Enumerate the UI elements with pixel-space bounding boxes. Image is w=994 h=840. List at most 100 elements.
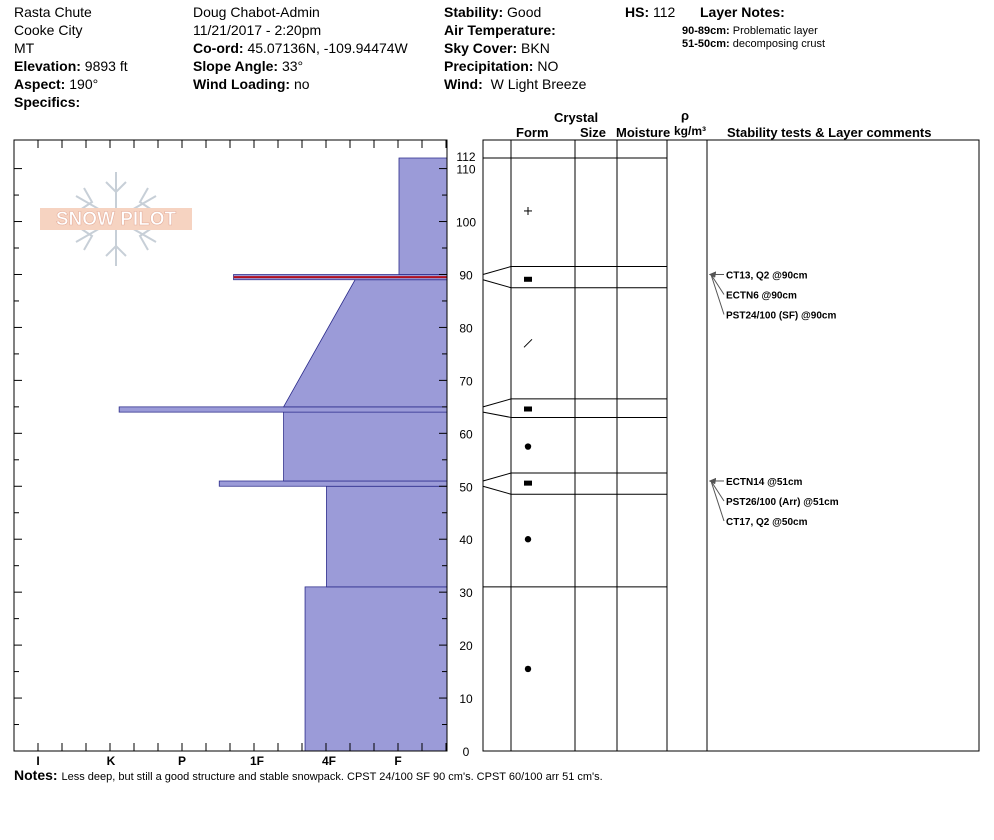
hardness-tick-label: 1F (250, 754, 264, 768)
moisture-header: Moisture (616, 125, 671, 140)
decomposing-fragment-icon (523, 338, 533, 348)
hs-label: HS: (625, 4, 650, 20)
table-border (482, 139, 980, 752)
elevation-label: Elevation: (14, 58, 81, 74)
air-temperature-label: Air Temperature: (444, 22, 556, 38)
stability-comments-header: Stability tests & Layer comments (727, 125, 932, 140)
hardness-layer (398, 157, 448, 275)
melt-freeze-crust-icon (524, 276, 532, 282)
melt-freeze-crust-icon (524, 480, 532, 486)
location: Rasta Chute (14, 4, 92, 20)
rounded-grain-icon (524, 443, 532, 450)
depth-tick-label: 100 (456, 216, 476, 230)
slope-label: Slope Angle: (193, 58, 279, 74)
wind-loading-value: no (293, 76, 310, 92)
hardness-layer (218, 480, 448, 487)
slope-angle: Slope Angle: 33° (193, 58, 303, 74)
depth-tick-label: 30 (459, 586, 473, 600)
snowpilot-logo: SNOW PILOT (40, 172, 192, 266)
layer-connector (482, 411, 512, 418)
layer-notes-label: Layer Notes: (700, 4, 785, 20)
stability-test-label: ECTN6 @90cm (726, 290, 797, 301)
layer-connector (482, 266, 512, 275)
layer-note-range: 51-50cm: (682, 38, 730, 50)
precip-label: Precipitation: (444, 58, 534, 74)
hardness-layer (283, 411, 448, 482)
hardness-tick-label: F (394, 754, 401, 768)
notes-text: Less deep, but still a good structure an… (61, 771, 603, 783)
layer-note-text: decomposing crust (732, 38, 826, 50)
aspect-label: Aspect: (14, 76, 66, 92)
hardness-tick-label: K (107, 754, 116, 768)
hardness-layer (118, 406, 448, 413)
coord-label: Co-ord: (193, 40, 244, 56)
test-arrow (710, 480, 725, 502)
layer-connector (482, 279, 512, 289)
rho-header: ρ (681, 108, 690, 123)
layer-note-text: Problematic layer (732, 25, 818, 37)
hardness-tick-label: I (36, 754, 39, 768)
arrow-head-icon (709, 271, 716, 278)
city: Cooke City (14, 22, 83, 38)
hs: HS: 112 (625, 4, 675, 20)
wind-label: Wind: (444, 76, 483, 92)
notes: Notes: Less deep, but still a good struc… (14, 767, 603, 785)
stability-test-label: PST26/100 (Arr) @51cm (726, 497, 839, 508)
sky-cover-value: BKN (521, 40, 550, 56)
slope-value: 33° (281, 58, 304, 74)
depth-tick-label: 90 (459, 268, 473, 282)
layer-note-2: 51-50cm: decomposing crust (682, 38, 825, 51)
depth-top-label: 112 (456, 150, 475, 164)
depth-tick-label: 110 (456, 163, 475, 177)
hs-value: 112 (653, 4, 676, 20)
arrow-head-icon (709, 477, 716, 484)
layer-connector (482, 398, 512, 408)
hardness-axis: I K P 1F 4F F (36, 754, 401, 768)
test-arrow (710, 274, 725, 315)
logo-band (40, 208, 192, 230)
hardness-layer (304, 586, 448, 752)
layer-table (482, 139, 980, 752)
logo-text: SNOW PILOT (56, 209, 177, 230)
depth-tick-label: 70 (459, 374, 473, 388)
wind-loading: Wind Loading: no (193, 76, 310, 92)
depth-tick-label: 40 (459, 533, 473, 547)
layer-connector (482, 472, 512, 482)
specifics-label: Specifics: (14, 94, 81, 110)
observer: Doug Chabot-Admin (193, 4, 320, 20)
precipitation: Precipitation: NO (444, 58, 558, 74)
depth-tick-label: 20 (459, 639, 473, 653)
stability-test-label: PST24/100 (SF) @90cm (726, 310, 836, 321)
crystal-forms (523, 206, 533, 673)
melt-freeze-crust-icon (524, 406, 532, 412)
state: MT (14, 40, 35, 56)
depth-tick-label: 10 (459, 692, 473, 706)
layer-note-range: 90-89cm: (682, 25, 730, 37)
hardness-frame (13, 139, 448, 752)
depth-tick-label: 80 (459, 321, 473, 335)
hardness-layer (282, 279, 448, 408)
elevation: Elevation: 9893 ft (14, 58, 128, 74)
hardness-tick-label: 4F (322, 754, 336, 768)
wind-value: W Light Breeze (490, 76, 587, 92)
stability-label: Stability: (444, 4, 504, 20)
coord-value: 45.07136N, -109.94474W (247, 40, 408, 56)
precip-value: NO (537, 58, 559, 74)
stability-test-label: CT13, Q2 @90cm (726, 270, 808, 281)
stability: Stability: Good (444, 4, 541, 20)
layer-note-1: 90-89cm: Problematic layer (682, 25, 818, 38)
hardness-profile (118, 157, 448, 752)
hardness-layer (326, 485, 448, 588)
sky-cover-label: Sky Cover: (444, 40, 518, 56)
crystal-header: Crystal (554, 110, 599, 125)
stability-tests: ECTN14 @51cm PST26/100 (Arr) @51cm CT17, Q… (709, 270, 839, 528)
elevation-value: 9893 ft (84, 58, 128, 74)
size-header: Size (580, 125, 607, 140)
layer-connector (482, 485, 512, 495)
wind: Wind: W Light Breeze (444, 76, 586, 92)
test-arrow (710, 480, 725, 522)
sky-cover: Sky Cover: BKN (444, 40, 550, 56)
test-arrow (710, 274, 725, 295)
